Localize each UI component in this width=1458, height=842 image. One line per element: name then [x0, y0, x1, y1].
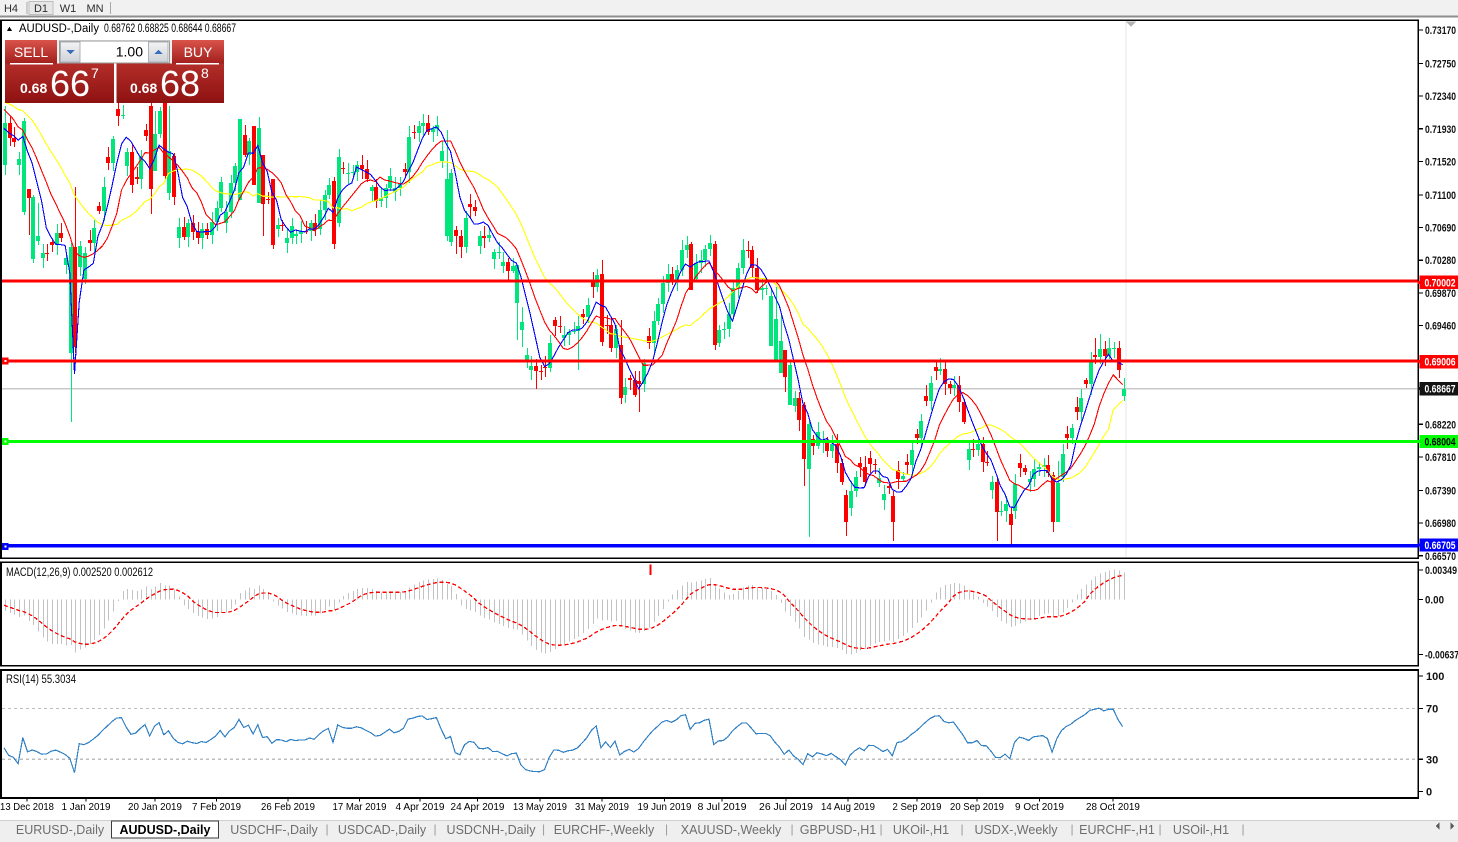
svg-text:GBPUSD-,H1: GBPUSD-,H1	[800, 823, 876, 837]
svg-text:24 Apr 2019: 24 Apr 2019	[451, 801, 505, 813]
svg-text:USDCNH-,Daily: USDCNH-,Daily	[447, 823, 537, 837]
svg-text:RSI(14) 55.3034: RSI(14) 55.3034	[6, 674, 76, 686]
svg-text:0.73170: 0.73170	[1425, 25, 1456, 37]
svg-text:13 May 2019: 13 May 2019	[513, 801, 567, 813]
svg-text:0.72750: 0.72750	[1425, 59, 1456, 71]
svg-text:0.68667: 0.68667	[1425, 384, 1456, 396]
svg-text:|: |	[325, 822, 328, 836]
svg-text:0.68004: 0.68004	[1425, 437, 1457, 449]
svg-text:14 Aug 2019: 14 Aug 2019	[821, 801, 875, 813]
svg-text:|: |	[1070, 822, 1073, 836]
svg-text:7: 7	[91, 65, 99, 81]
svg-text:0.72340: 0.72340	[1425, 91, 1456, 103]
svg-text:BUY: BUY	[184, 44, 213, 60]
svg-text:XAUUSD-,Weekly: XAUUSD-,Weekly	[681, 823, 782, 837]
svg-text:1.00: 1.00	[116, 44, 143, 60]
svg-text:28 Oct 2019: 28 Oct 2019	[1086, 801, 1140, 813]
svg-text:30: 30	[1426, 754, 1438, 766]
svg-text:EURUSD-,Daily: EURUSD-,Daily	[16, 823, 105, 837]
svg-text:AUDUSD-,Daily: AUDUSD-,Daily	[19, 23, 99, 35]
svg-text:17 Mar 2019: 17 Mar 2019	[333, 801, 387, 813]
svg-text:|: |	[665, 822, 668, 836]
svg-text:|: |	[879, 822, 882, 836]
svg-text:0.66705: 0.66705	[1425, 540, 1456, 552]
svg-text:0.66980: 0.66980	[1425, 518, 1456, 530]
svg-text:0.68220: 0.68220	[1425, 419, 1456, 431]
svg-text:|: |	[433, 822, 436, 836]
svg-text:66: 66	[50, 63, 90, 104]
svg-text:UKOil-,H1: UKOil-,H1	[893, 823, 949, 837]
svg-text:|: |	[960, 822, 963, 836]
svg-text:MACD(12,26,9) 0.002520 0.00261: MACD(12,26,9) 0.002520 0.002612	[6, 567, 153, 579]
svg-text:0.68762 0.68825 0.68644 0.6866: 0.68762 0.68825 0.68644 0.68667	[104, 23, 236, 35]
svg-text:USDCHF-,Daily: USDCHF-,Daily	[230, 823, 318, 837]
svg-text:9 Oct 2019: 9 Oct 2019	[1015, 801, 1064, 813]
svg-text:68: 68	[160, 63, 200, 104]
svg-text:|: |	[542, 822, 545, 836]
svg-text:EURCHF-,Weekly: EURCHF-,Weekly	[554, 823, 655, 837]
svg-text:1 Jan 2019: 1 Jan 2019	[62, 801, 111, 813]
svg-text:0.00349: 0.00349	[1425, 565, 1457, 577]
svg-text:0.71930: 0.71930	[1425, 124, 1456, 136]
svg-text:USDX-,Weekly: USDX-,Weekly	[974, 823, 1058, 837]
svg-text:20 Sep 2019: 20 Sep 2019	[950, 801, 1004, 813]
svg-text:20 Jan 2019: 20 Jan 2019	[128, 801, 182, 813]
svg-text:31 May 2019: 31 May 2019	[575, 801, 629, 813]
svg-text:0.71520: 0.71520	[1425, 156, 1456, 168]
svg-text:MN: MN	[86, 3, 103, 15]
svg-text:0.71100: 0.71100	[1425, 190, 1456, 202]
svg-text:0.70280: 0.70280	[1425, 255, 1456, 267]
svg-text:SELL: SELL	[14, 44, 48, 60]
svg-text:0.68: 0.68	[20, 80, 47, 96]
svg-text:EURCHF-,H1: EURCHF-,H1	[1079, 823, 1155, 837]
svg-text:4 Apr 2019: 4 Apr 2019	[396, 801, 445, 813]
svg-text:USDCAD-,Daily: USDCAD-,Daily	[338, 823, 427, 837]
svg-text:0.69870: 0.69870	[1425, 288, 1456, 300]
svg-text:26 Feb 2019: 26 Feb 2019	[261, 801, 315, 813]
svg-text:|: |	[790, 822, 793, 836]
svg-text:0.00: 0.00	[1425, 595, 1444, 607]
svg-text:0.67810: 0.67810	[1425, 452, 1456, 464]
svg-text:-0.00637: -0.00637	[1425, 650, 1458, 662]
svg-text:0.67390: 0.67390	[1425, 485, 1456, 497]
svg-text:0.66570: 0.66570	[1425, 551, 1456, 563]
svg-text:|: |	[1158, 822, 1161, 836]
svg-text:19 Jun 2019: 19 Jun 2019	[638, 801, 692, 813]
svg-text:26 Jul 2019: 26 Jul 2019	[759, 801, 813, 813]
svg-text:13 Dec 2018: 13 Dec 2018	[0, 801, 54, 813]
svg-text:D1: D1	[34, 3, 48, 15]
svg-text:8: 8	[201, 65, 209, 81]
svg-text:0.70002: 0.70002	[1425, 277, 1456, 289]
svg-text:0.69006: 0.69006	[1425, 357, 1456, 369]
svg-text:0.70690: 0.70690	[1425, 223, 1456, 235]
svg-text:70: 70	[1426, 704, 1438, 716]
svg-text:0.69460: 0.69460	[1425, 321, 1456, 333]
svg-text:0.68: 0.68	[130, 80, 157, 96]
svg-text:8 Jul 2019: 8 Jul 2019	[698, 801, 747, 813]
svg-text:USOil-,H1: USOil-,H1	[1173, 823, 1229, 837]
svg-text:0: 0	[1426, 786, 1432, 798]
svg-text:2 Sep 2019: 2 Sep 2019	[893, 801, 942, 813]
svg-text:100: 100	[1426, 671, 1444, 683]
svg-text:7 Feb 2019: 7 Feb 2019	[192, 801, 241, 813]
svg-text:AUDUSD-,Daily: AUDUSD-,Daily	[120, 823, 211, 837]
svg-text:H4: H4	[4, 3, 18, 15]
svg-text:|: |	[1241, 822, 1244, 836]
svg-text:W1: W1	[60, 3, 77, 15]
